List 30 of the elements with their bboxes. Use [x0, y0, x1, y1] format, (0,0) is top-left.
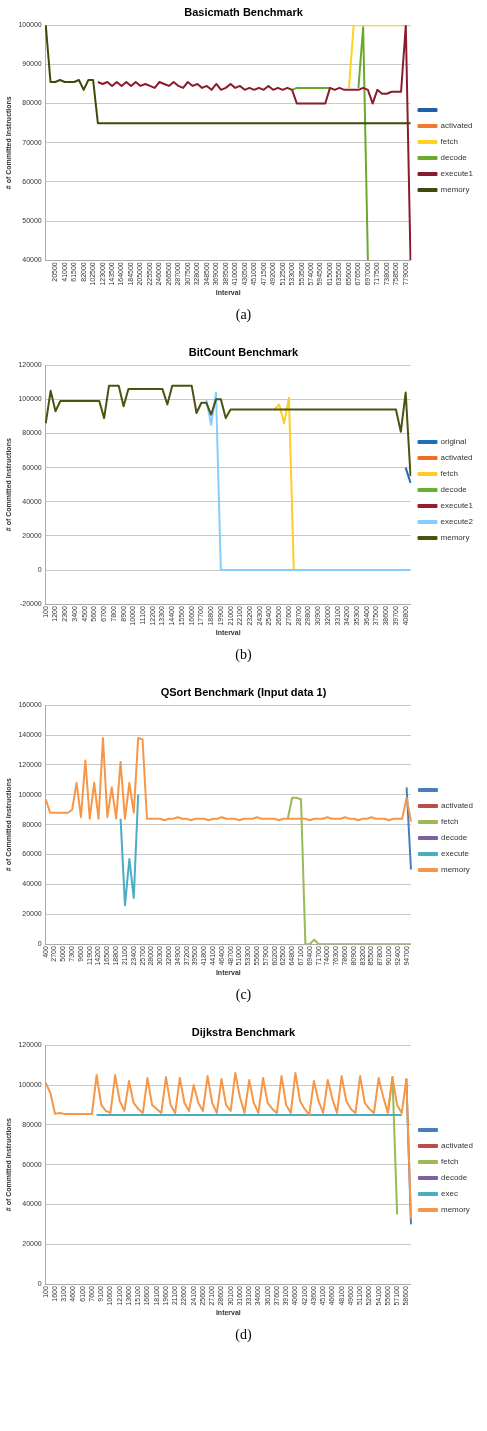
legend-label: memory: [440, 1205, 470, 1215]
legend-label: memory: [440, 185, 470, 195]
legend-label: execute: [440, 849, 470, 859]
legend-label: activated: [440, 453, 473, 463]
legend-label: fetch: [440, 469, 458, 479]
legend-label: decode: [440, 833, 468, 843]
legend-label: decode: [440, 153, 468, 163]
legend-label: activated: [440, 801, 474, 811]
text: (d): [234, 1326, 253, 1344]
legend-label: memory: [440, 533, 470, 543]
text: (a): [234, 306, 253, 324]
legend-label: execute1: [440, 501, 474, 511]
legend-label: memory: [440, 865, 470, 875]
legend-label: decode: [440, 1173, 468, 1183]
chart-title: BitCount Benchmark: [188, 345, 300, 358]
legend-label: decode: [440, 485, 468, 495]
legend-label: fetch: [440, 817, 459, 827]
legend-label: exec: [440, 1189, 458, 1199]
legend-label: original: [440, 437, 467, 447]
chart-title: Basicmath Benchmark: [184, 5, 304, 18]
legend-label: execute1: [440, 169, 474, 179]
legend-label: activated: [440, 1141, 474, 1151]
chart-title: QSort Benchmark (Input data 1): [160, 685, 327, 698]
text: (c): [234, 986, 253, 1004]
legend-label: execute2: [440, 517, 474, 527]
legend-label: fetch: [440, 137, 458, 147]
chart-title: Dijkstra Benchmark: [191, 1025, 297, 1038]
legend-label: activated: [440, 121, 473, 131]
text: (b): [234, 646, 253, 664]
legend-label: fetch: [440, 1157, 459, 1167]
